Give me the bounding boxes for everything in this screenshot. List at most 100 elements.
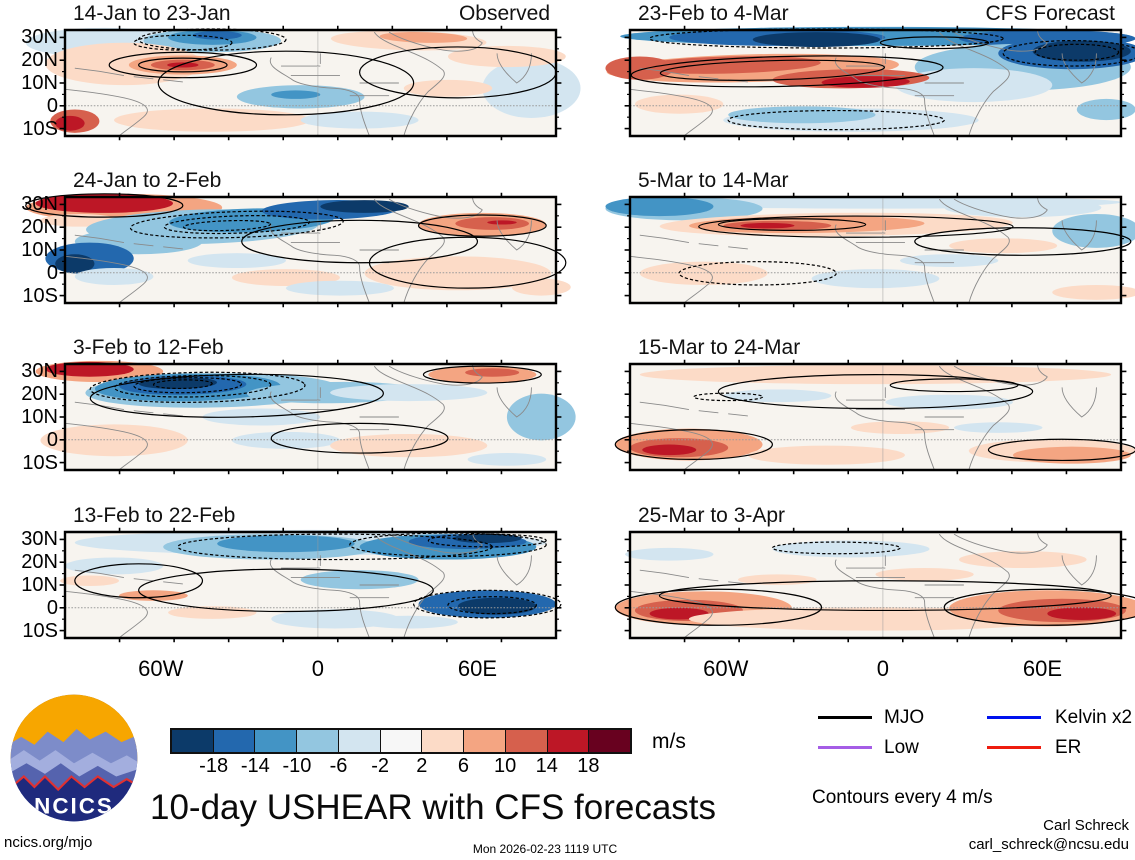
anomaly-blob bbox=[747, 445, 905, 465]
contour-line-negative bbox=[448, 597, 536, 614]
colorbar-cell bbox=[464, 730, 506, 752]
coastline bbox=[75, 570, 124, 577]
contour-line-positive bbox=[26, 194, 183, 217]
contour-line-positive bbox=[659, 581, 1111, 611]
coastline bbox=[270, 58, 369, 136]
legend-line-low bbox=[818, 746, 872, 749]
anomaly-blob bbox=[467, 453, 547, 466]
panel-title: 23-Feb to 4-Mar bbox=[638, 2, 789, 25]
contour-line-positive bbox=[139, 58, 227, 72]
anomaly-blob bbox=[271, 90, 321, 99]
anomaly-blob bbox=[954, 422, 1043, 433]
anomaly-blob bbox=[639, 261, 768, 285]
contour-line-positive bbox=[915, 228, 1131, 256]
coastline bbox=[65, 89, 147, 136]
anomaly-blob bbox=[1047, 607, 1117, 620]
coastline bbox=[497, 555, 531, 585]
anomaly-blob bbox=[625, 547, 714, 561]
anomaly-blob bbox=[752, 32, 881, 47]
contour-line-positive bbox=[271, 423, 448, 453]
anomaly-blob bbox=[285, 280, 394, 296]
anomaly-map bbox=[605, 197, 1135, 303]
coastline bbox=[835, 392, 934, 470]
anomaly-blob bbox=[60, 575, 120, 587]
latitude-label: 10S bbox=[22, 284, 58, 307]
coastline bbox=[497, 387, 531, 417]
contour-line-negative bbox=[179, 219, 275, 232]
colorbar-cell bbox=[338, 730, 381, 752]
colorbar-tick-label: -2 bbox=[371, 755, 390, 777]
anomaly-blob bbox=[231, 431, 340, 449]
contour-line-negative bbox=[129, 376, 246, 394]
contour-line-negative bbox=[414, 590, 561, 618]
anomaly-map bbox=[35, 364, 576, 470]
anomaly-blob bbox=[168, 606, 257, 619]
coastline bbox=[389, 32, 482, 51]
anomaly-blob bbox=[511, 278, 571, 296]
anomaly-map bbox=[605, 30, 1135, 136]
anomaly-blob bbox=[447, 45, 566, 68]
coastline bbox=[1038, 364, 1048, 377]
panel-frame bbox=[630, 30, 1121, 136]
coastline bbox=[954, 534, 1047, 553]
anomaly-map bbox=[65, 532, 556, 638]
coastline bbox=[699, 411, 719, 413]
coastline bbox=[954, 366, 1047, 385]
contour-line-positive bbox=[369, 237, 565, 288]
panel-title: 25-Mar to 3-Apr bbox=[638, 504, 786, 527]
contour-line-negative bbox=[679, 262, 836, 285]
coastline bbox=[1062, 387, 1096, 417]
coastline bbox=[699, 244, 719, 246]
anomaly-blob bbox=[487, 220, 517, 225]
coastline bbox=[1062, 53, 1096, 83]
contour-line-negative bbox=[119, 207, 355, 242]
panel-frame bbox=[65, 532, 556, 638]
anomaly-blob bbox=[359, 615, 458, 629]
website-link: ncics.org/mjo bbox=[4, 834, 93, 851]
colorbar-units-label: m/s bbox=[652, 730, 686, 753]
anomaly-blob bbox=[875, 568, 974, 581]
contour-line-positive bbox=[242, 220, 478, 262]
colorbar-tick-label: 14 bbox=[535, 755, 558, 777]
panel-title: 15-Mar to 24-Mar bbox=[638, 336, 801, 359]
longitude-label: 0 bbox=[876, 656, 889, 681]
anomaly-blob bbox=[55, 115, 85, 131]
contour-line-positive bbox=[718, 219, 865, 231]
colorbar-tick-label: -6 bbox=[329, 755, 348, 777]
contour-line-negative bbox=[151, 379, 215, 389]
latitude-label: 10S bbox=[22, 451, 58, 474]
coastline bbox=[1038, 197, 1048, 210]
coastline bbox=[134, 77, 154, 79]
contour-line-negative bbox=[134, 35, 232, 50]
coastline bbox=[389, 534, 482, 553]
coastline bbox=[374, 534, 444, 638]
coastline bbox=[728, 247, 748, 249]
coastline bbox=[134, 411, 154, 413]
longitude-label: 60W bbox=[138, 656, 184, 681]
panel-frame bbox=[630, 197, 1121, 303]
coastline bbox=[163, 582, 183, 584]
anomaly-blob bbox=[167, 62, 199, 68]
anomaly-map bbox=[65, 197, 571, 303]
contour-line-positive bbox=[75, 564, 203, 598]
legend-label: MJO bbox=[884, 707, 925, 728]
anomaly-map bbox=[630, 364, 1135, 470]
anomaly-map bbox=[25, 30, 581, 136]
anomaly-blob bbox=[74, 268, 154, 285]
coastline bbox=[374, 32, 444, 136]
anomaly-blob bbox=[811, 269, 940, 289]
coastline bbox=[75, 68, 124, 75]
latitude-label: 30N bbox=[21, 360, 58, 383]
latitude-label: 20N bbox=[21, 49, 58, 72]
coastline bbox=[134, 579, 154, 581]
coastline bbox=[640, 402, 689, 409]
anomaly-blob bbox=[457, 597, 537, 615]
coastline bbox=[270, 392, 369, 470]
anomaly-blob bbox=[958, 551, 1087, 569]
coastline bbox=[473, 197, 483, 210]
coastline bbox=[497, 220, 531, 250]
panel-frame bbox=[65, 197, 556, 303]
contour-line-negative bbox=[350, 533, 546, 556]
contour-line-positive bbox=[880, 37, 988, 49]
panel-column-label: CFS Forecast bbox=[985, 2, 1115, 25]
